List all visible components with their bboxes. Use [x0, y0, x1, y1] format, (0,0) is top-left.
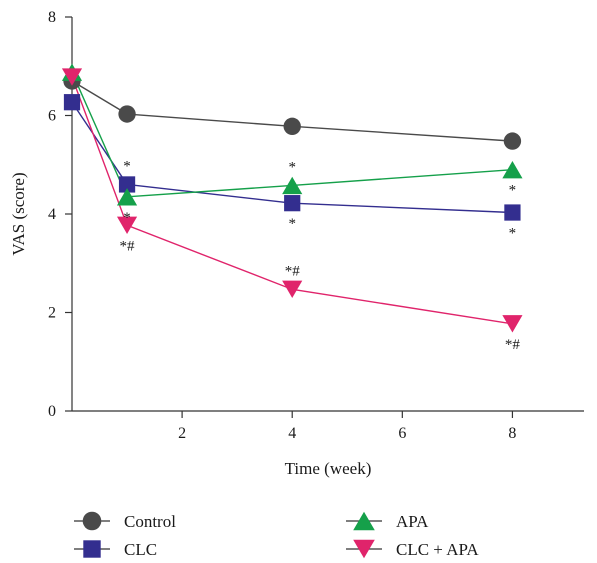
data-point-clc-apa	[502, 315, 522, 332]
y-tick-label: 4	[48, 206, 56, 223]
legend-label: CLC	[124, 540, 157, 559]
y-tick-label: 2	[48, 305, 56, 322]
series-markers-control	[63, 72, 521, 149]
significance-marker: *	[509, 183, 517, 199]
significance-marker: *	[288, 159, 296, 175]
annotation-layer: * * *# * * *# * * *#	[120, 158, 521, 352]
legend-label: Control	[124, 512, 176, 531]
significance-marker: *	[123, 158, 131, 174]
legend-label: APA	[396, 512, 429, 531]
data-point-control	[504, 132, 521, 149]
x-tick-label: 6	[398, 425, 406, 442]
legend-item-clc: CLC	[74, 540, 157, 559]
significance-marker: *	[288, 216, 296, 232]
data-point-clc	[64, 94, 80, 110]
data-point-control	[284, 118, 301, 135]
significance-marker: *#	[120, 238, 136, 254]
x-tick-label: 8	[508, 425, 516, 442]
legend-item-control: Control	[74, 512, 176, 531]
legend-label: CLC + APA	[396, 540, 479, 559]
significance-marker: *#	[285, 263, 301, 279]
data-point-control	[118, 105, 135, 122]
y-tick-label: 6	[48, 108, 56, 125]
y-axis-title: VAS (score)	[9, 172, 28, 255]
legend-marker	[83, 512, 102, 531]
y-tick-label: 8	[48, 9, 56, 26]
y-tick-label: 0	[48, 403, 56, 420]
data-point-clc	[284, 195, 300, 211]
legend-item-apa: APA	[346, 512, 429, 531]
significance-marker: *	[123, 210, 131, 226]
significance-marker: *#	[505, 337, 521, 353]
x-tick-label: 4	[288, 425, 296, 442]
data-point-clc	[504, 204, 520, 220]
legend: Control CLC APA CLC + APA	[74, 512, 479, 559]
x-axis-title: Time (week)	[285, 459, 372, 478]
legend-item-clc-apa: CLC + APA	[346, 540, 479, 559]
x-tick-label: 2	[178, 425, 186, 442]
data-point-clc-apa	[282, 281, 302, 298]
series-layer	[62, 63, 523, 332]
significance-marker: *	[509, 226, 517, 242]
legend-marker	[83, 540, 100, 557]
